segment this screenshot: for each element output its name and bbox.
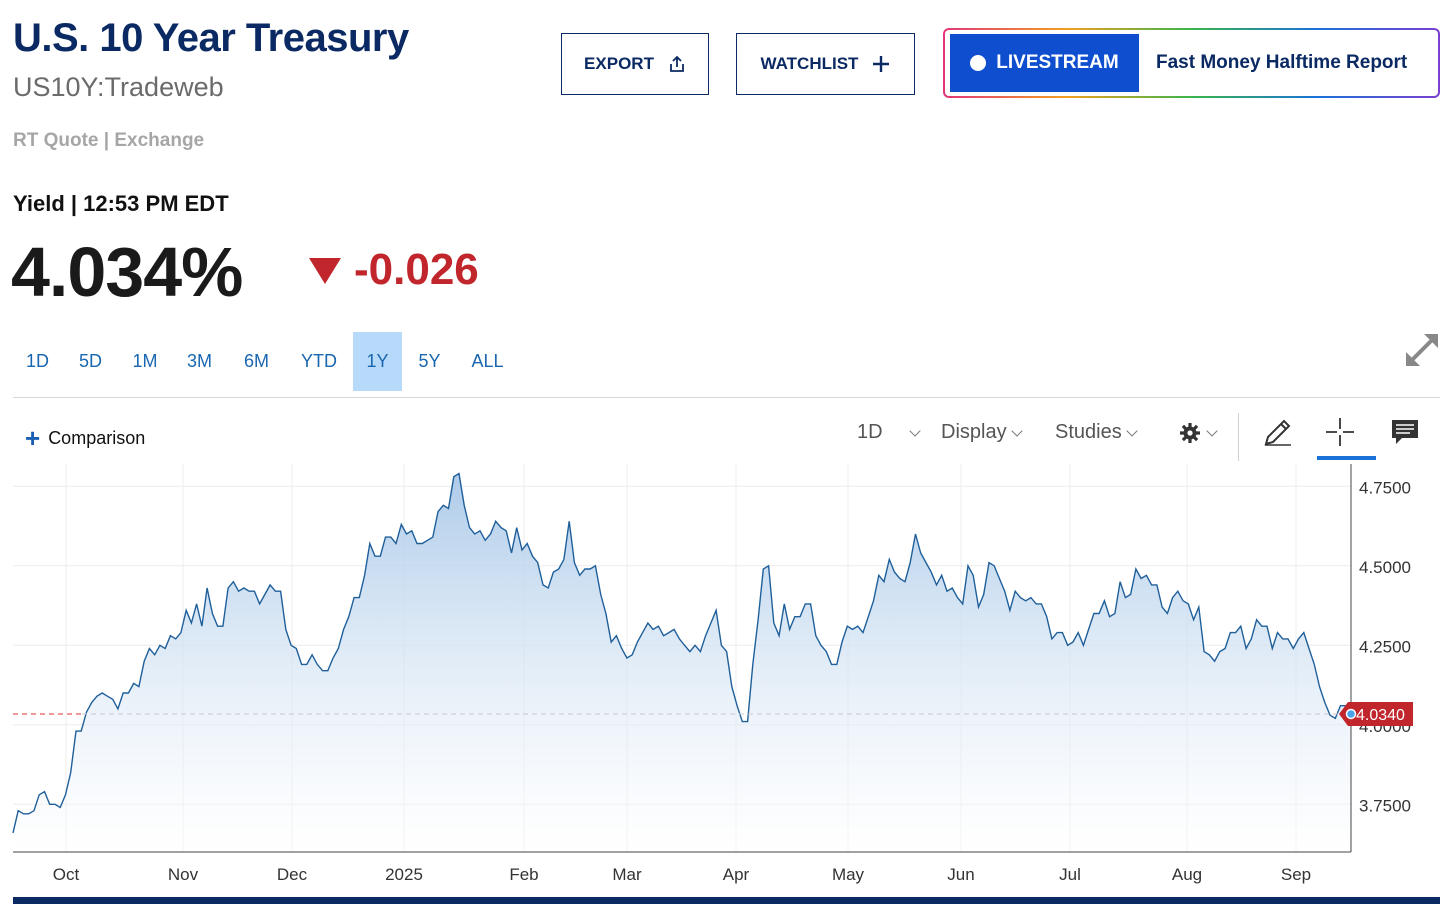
interval-dropdown[interactable]: 1D (857, 421, 921, 444)
display-dropdown[interactable]: Display (941, 421, 1023, 444)
chevron-down-icon (1126, 424, 1138, 437)
livestream-button[interactable]: LIVESTREAM (950, 34, 1139, 92)
page-title: U.S. 10 Year Treasury (13, 16, 409, 60)
y-tick-label: 3.7500 (1359, 796, 1411, 815)
y-tick-label: 4.5000 (1359, 558, 1411, 577)
comparison-button[interactable]: + Comparison (25, 425, 145, 451)
range-tab-1y[interactable]: 1Y (353, 332, 402, 391)
interval-label: 1D (857, 421, 883, 443)
range-tab-all[interactable]: ALL (471, 351, 504, 371)
pencil-icon[interactable] (1261, 415, 1295, 449)
x-tick-label: Feb (509, 865, 538, 884)
x-tick-label: May (832, 865, 865, 884)
chevron-down-icon (908, 424, 921, 437)
x-tick-label: 2025 (385, 865, 423, 884)
series-area-fill (13, 473, 1351, 852)
active-tool-indicator (1317, 456, 1376, 460)
studies-dropdown[interactable]: Studies (1055, 421, 1138, 444)
x-tick-label: Dec (277, 865, 308, 884)
livestream-show-link[interactable]: Fast Money Halftime Report (1156, 52, 1408, 73)
yield-value: 4.034% (11, 233, 243, 311)
x-tick-label: Jul (1059, 865, 1081, 884)
x-tick-label: Oct (53, 865, 80, 884)
y-tick-label: 4.2500 (1359, 637, 1411, 656)
x-tick-label: Nov (168, 865, 199, 884)
settings-dropdown[interactable] (1178, 421, 1218, 445)
livestream-banner[interactable]: LIVESTREAM Fast Money Halftime Report (943, 28, 1440, 98)
crosshair-icon[interactable] (1323, 415, 1357, 449)
range-tab-6m[interactable]: 6M (243, 351, 269, 371)
chevron-down-icon (1010, 424, 1023, 437)
livestream-label: LIVESTREAM (996, 52, 1119, 73)
live-dot-icon (970, 55, 987, 71)
ticker-symbol: US10Y:Tradeweb (13, 72, 224, 102)
x-tick-label: Aug (1172, 865, 1202, 884)
expand-icon[interactable] (1402, 330, 1442, 370)
divider (13, 397, 1440, 398)
yield-timestamp: Yield | 12:53 PM EDT (13, 191, 229, 216)
plus-icon (873, 56, 890, 72)
toolbar-divider (1238, 413, 1239, 461)
plus-icon: + (25, 423, 41, 453)
share-icon (670, 55, 684, 72)
series-line (12, 472, 1352, 834)
chevron-down-icon (1206, 425, 1218, 437)
y-tick-label: 4.7500 (1359, 478, 1411, 497)
range-tab-1d[interactable]: 1D (25, 351, 49, 371)
time-range-tabs: 1D 5D 1M 3M 6M YTD 1Y 5Y ALL (13, 332, 518, 391)
watchlist-label: WATCHLIST (760, 54, 859, 73)
range-tab-ytd[interactable]: YTD (301, 351, 337, 371)
quote-type: RT Quote | Exchange (13, 130, 205, 151)
x-tick-label: Jun (947, 865, 974, 884)
studies-label: Studies (1055, 421, 1122, 443)
range-tab-5d[interactable]: 5D (78, 351, 102, 371)
x-tick-label: Mar (612, 865, 642, 884)
range-tab-5y[interactable]: 5Y (418, 351, 441, 371)
last-value-tag (1339, 701, 1413, 726)
bottom-bar (13, 897, 1440, 904)
export-label: EXPORT (584, 54, 654, 73)
export-button[interactable]: EXPORT (561, 33, 709, 95)
range-tab-3m[interactable]: 3M (186, 351, 212, 371)
down-arrow-icon (309, 258, 341, 284)
range-tab-1m[interactable]: 1M (132, 351, 158, 371)
last-value-label: 4.0340 (1356, 707, 1405, 724)
gear-icon (1180, 423, 1200, 443)
x-tick-label: Apr (723, 865, 750, 884)
comparison-label: Comparison (48, 427, 146, 448)
display-label: Display (941, 421, 1007, 443)
last-point-marker (1345, 708, 1357, 720)
watchlist-button[interactable]: WATCHLIST (736, 33, 915, 95)
x-tick-label: Sep (1281, 865, 1311, 884)
comment-icon[interactable] (1388, 415, 1422, 449)
yield-change: -0.026 (354, 245, 479, 294)
